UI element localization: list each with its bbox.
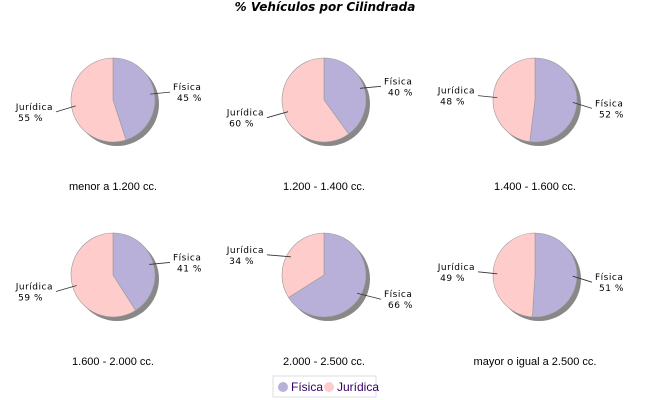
slice-percent-label: 45 % (177, 94, 202, 104)
label-leader-line (150, 91, 171, 95)
legend-label-fisica: Física (291, 380, 323, 394)
slice-percent-label: 51 % (599, 284, 624, 294)
slice-percent-label: 66 % (388, 301, 413, 311)
label-leader-line (357, 292, 382, 300)
pie-category-label: menor a 1.200 cc. (69, 181, 157, 193)
label-leader-line (572, 101, 593, 109)
pie-category-label: 2.000 - 2.500 cc. (283, 356, 365, 368)
slice-name-label: Jurídica (437, 263, 475, 273)
legend-label-juridica: Jurídica (337, 380, 379, 394)
slice-name-label: Jurídica (437, 87, 475, 97)
legend-swatch-fisica (278, 382, 288, 392)
label-leader-line (149, 262, 171, 265)
label-leader-line (55, 105, 76, 113)
pie-slice-juridica (281, 232, 325, 298)
slice-name-label: Jurídica (226, 246, 264, 256)
slice-percent-label: 41 % (177, 264, 202, 274)
slice-name-label: Jurídica (15, 283, 53, 293)
pie-slice-fisica (532, 232, 578, 318)
label-leader-line (266, 111, 289, 119)
legend: Física Jurídica (272, 375, 379, 398)
chart-title: % Vehículos por Cilindrada (235, 0, 416, 14)
slice-name-label: Jurídica (226, 109, 264, 119)
pie-slice-fisica (288, 232, 367, 318)
pie-slice-juridica (70, 57, 127, 143)
slice-name-label: Física (595, 99, 623, 109)
slice-name-label: Física (384, 290, 412, 300)
slice-percent-label: 49 % (440, 274, 465, 284)
label-leader-line (477, 95, 498, 99)
slice-percent-label: 55 % (18, 114, 43, 124)
slice-name-label: Física (173, 253, 201, 263)
slice-name-label: Jurídica (15, 103, 53, 113)
legend-swatch-juridica (324, 382, 334, 392)
pie-slice-fisica (529, 57, 578, 143)
label-leader-line (266, 254, 291, 258)
slice-percent-label: 52 % (599, 110, 624, 120)
slice-name-label: Física (173, 83, 201, 93)
pie-slice-juridica (492, 232, 536, 318)
slice-name-label: Física (384, 77, 412, 87)
pie-category-label: 1.200 - 1.400 cc. (283, 181, 365, 193)
slice-percent-label: 34 % (229, 257, 254, 267)
slice-percent-label: 48 % (440, 98, 465, 108)
pie-category-label: 1.600 - 2.000 cc. (72, 356, 154, 368)
pie-slice-fisica (323, 57, 367, 135)
slice-percent-label: 40 % (388, 88, 413, 98)
slice-percent-label: 59 % (18, 294, 43, 304)
slice-name-label: Física (595, 273, 623, 283)
pie-category-label: 1.400 - 1.600 cc. (494, 181, 576, 193)
label-leader-line (477, 271, 498, 275)
pie-slice-juridica (492, 57, 536, 143)
label-leader-line (55, 285, 77, 292)
pie-category-label: mayor o igual a 2.500 cc. (474, 356, 597, 368)
label-leader-line (572, 275, 593, 283)
label-leader-line (359, 85, 382, 89)
slice-percent-label: 60 % (229, 120, 254, 130)
